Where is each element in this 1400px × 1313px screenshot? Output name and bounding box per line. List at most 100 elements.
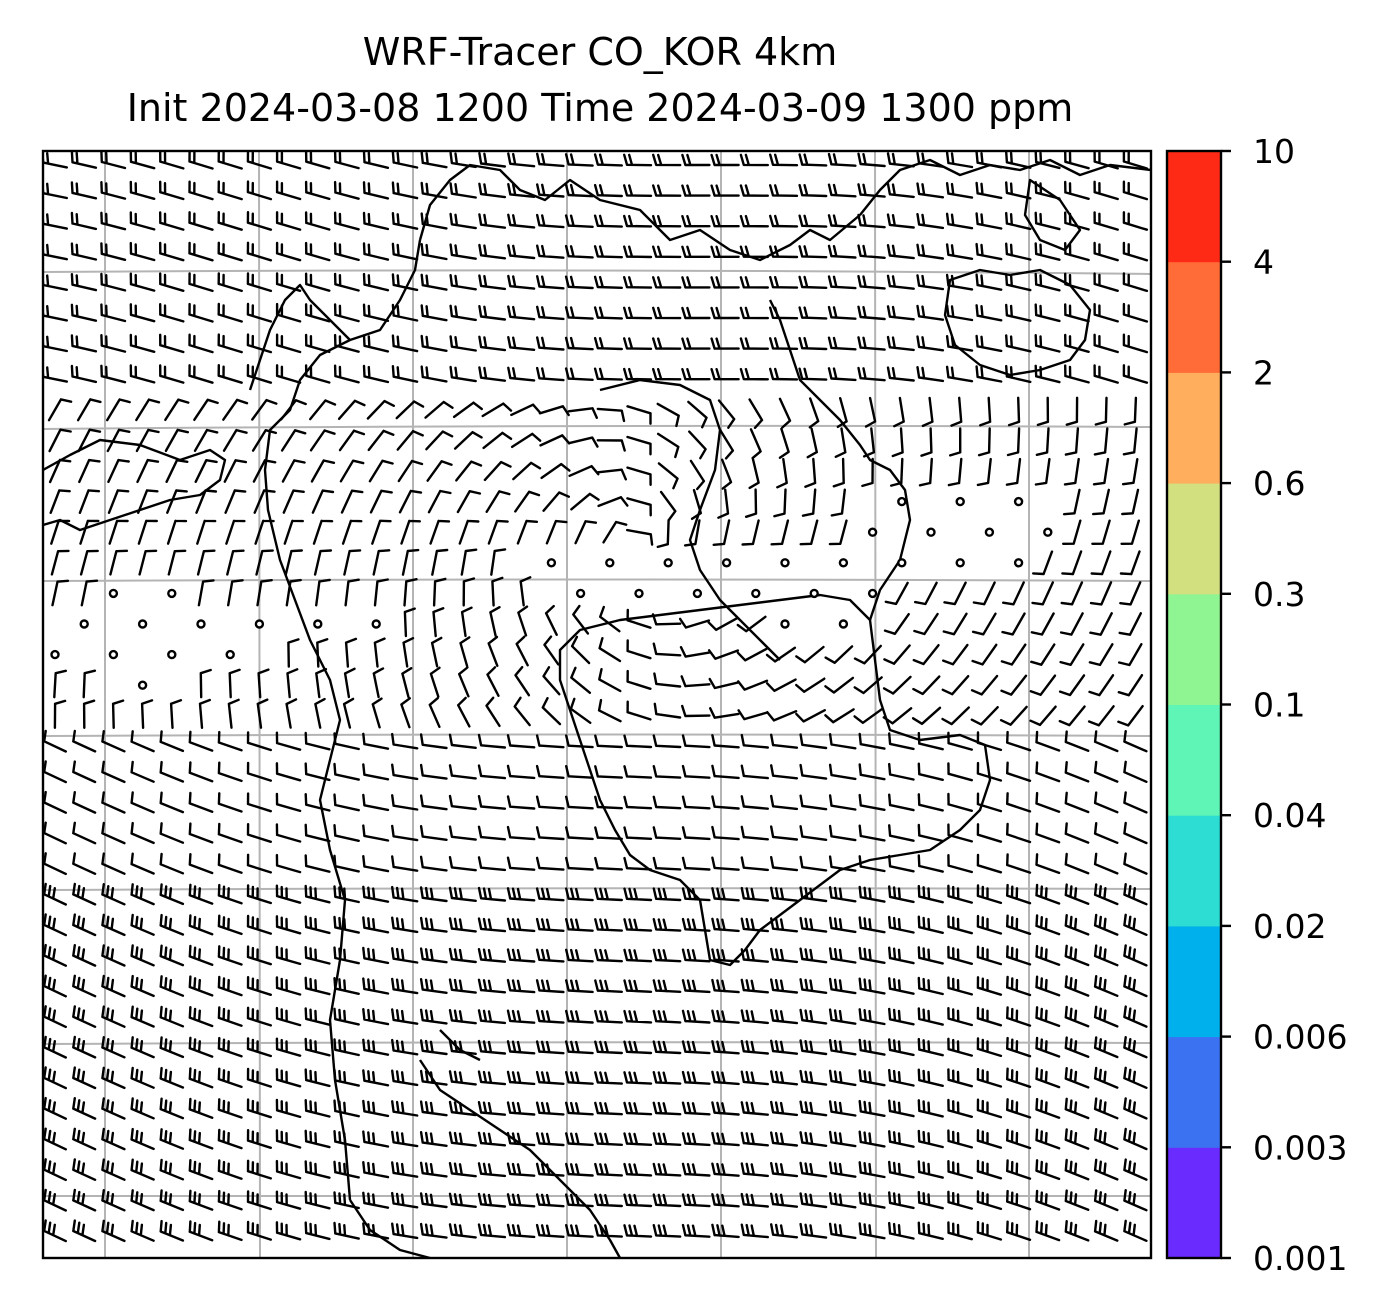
wind-barb bbox=[275, 272, 302, 292]
wind-barb bbox=[1118, 643, 1143, 667]
wind-barb bbox=[333, 303, 360, 323]
wind-barb bbox=[478, 243, 507, 260]
wind-barb bbox=[448, 886, 477, 902]
wind-barb bbox=[565, 826, 594, 841]
wind-barb bbox=[623, 1040, 653, 1055]
wind-barb bbox=[593, 183, 623, 198]
wind-barb bbox=[1123, 791, 1148, 814]
wind-barb bbox=[362, 1161, 390, 1179]
wind-barb bbox=[681, 1101, 711, 1116]
wind-barb bbox=[419, 1100, 448, 1117]
wind-barb bbox=[275, 792, 302, 813]
calm-wind-circle bbox=[809, 588, 819, 599]
wind-barb bbox=[681, 1223, 711, 1238]
calm-wind-circle bbox=[137, 619, 148, 629]
wind-barb bbox=[217, 883, 243, 905]
calm-wind-circle bbox=[196, 619, 206, 629]
wind-barb bbox=[424, 400, 454, 419]
wind-barb bbox=[681, 856, 711, 871]
wind-barb bbox=[188, 1036, 214, 1058]
wind-barb bbox=[366, 399, 395, 420]
wind-barb bbox=[652, 1009, 682, 1024]
wind-barb bbox=[858, 1069, 886, 1087]
wind-barb bbox=[477, 978, 507, 994]
wind-barb bbox=[391, 365, 419, 383]
wind-barb bbox=[477, 948, 507, 963]
wind-barb bbox=[1093, 1005, 1119, 1028]
colorbar-tick-label: 0.1 bbox=[1253, 686, 1305, 725]
wind-barb bbox=[1064, 1189, 1090, 1211]
wind-barb bbox=[916, 274, 945, 291]
wind-barb bbox=[711, 795, 740, 810]
wind-barb bbox=[1123, 1219, 1148, 1242]
wind-barb bbox=[246, 1159, 272, 1180]
wind-barb bbox=[100, 181, 127, 200]
wind-barb bbox=[456, 490, 482, 514]
wind-barb bbox=[304, 1221, 331, 1241]
wind-barb bbox=[448, 978, 477, 994]
wind-barb bbox=[717, 488, 730, 519]
wind-barb bbox=[744, 488, 758, 518]
wind-barb bbox=[975, 365, 1003, 383]
wind-barb bbox=[506, 1162, 536, 1177]
wind-barb bbox=[739, 245, 769, 259]
wind-barb bbox=[535, 917, 565, 932]
wind-barb bbox=[256, 698, 269, 729]
wind-barb bbox=[362, 793, 390, 812]
wind-barb bbox=[1093, 791, 1119, 814]
wind-barb bbox=[681, 887, 711, 902]
wind-barb bbox=[888, 1191, 915, 1210]
wind-barb bbox=[917, 1129, 944, 1149]
wind-barb bbox=[942, 643, 969, 666]
wind-barb bbox=[246, 731, 272, 752]
wind-barb bbox=[594, 826, 623, 840]
wind-barb bbox=[515, 635, 529, 667]
wind-barb bbox=[477, 825, 507, 841]
wind-barb bbox=[188, 333, 214, 354]
wind-barb bbox=[338, 429, 366, 452]
calm-wind-circle bbox=[137, 680, 148, 690]
wind-barb bbox=[188, 883, 214, 905]
wind-barb bbox=[135, 398, 161, 422]
wind-barb bbox=[917, 1160, 944, 1179]
wind-barb bbox=[1064, 730, 1090, 752]
wind-barb bbox=[883, 613, 910, 635]
wind-barb bbox=[947, 731, 973, 751]
wind-barb bbox=[888, 1068, 915, 1087]
wind-barb bbox=[652, 765, 682, 779]
wind-barb bbox=[282, 489, 305, 514]
wind-barb bbox=[886, 152, 915, 168]
wind-barb bbox=[711, 825, 740, 841]
wind-barb bbox=[217, 1128, 243, 1150]
wind-barb bbox=[403, 578, 418, 607]
wind-barb bbox=[402, 637, 415, 668]
wind-barb bbox=[740, 1101, 769, 1116]
wind-barb bbox=[680, 675, 711, 688]
calm-wind-circle bbox=[867, 527, 878, 537]
calm-wind-circle bbox=[167, 588, 177, 599]
wind-barb bbox=[917, 1068, 944, 1087]
wind-barb bbox=[976, 1098, 1003, 1119]
wind-barb bbox=[947, 1098, 973, 1118]
wind-barb bbox=[975, 242, 1003, 261]
wind-barb bbox=[198, 698, 211, 729]
wind-barb bbox=[50, 519, 71, 545]
wind-barb bbox=[217, 945, 243, 966]
map-frame bbox=[41, 149, 1153, 1260]
wind-barb bbox=[681, 1132, 711, 1147]
wind-barb bbox=[448, 733, 477, 749]
wind-barb bbox=[70, 211, 98, 231]
wind-barb bbox=[739, 153, 769, 167]
wind-barb bbox=[275, 1129, 302, 1149]
wind-barb bbox=[506, 1009, 536, 1024]
wind-barb bbox=[228, 668, 241, 699]
wind-barb bbox=[976, 792, 1003, 813]
wind-barb bbox=[1005, 151, 1032, 169]
wind-barb bbox=[623, 1132, 653, 1146]
wind-barb bbox=[1093, 852, 1119, 875]
wind-barb bbox=[337, 399, 366, 420]
wind-barb bbox=[1123, 913, 1148, 936]
wind-barb bbox=[130, 974, 155, 998]
wind-barb bbox=[333, 242, 360, 262]
wind-barb bbox=[362, 977, 390, 995]
